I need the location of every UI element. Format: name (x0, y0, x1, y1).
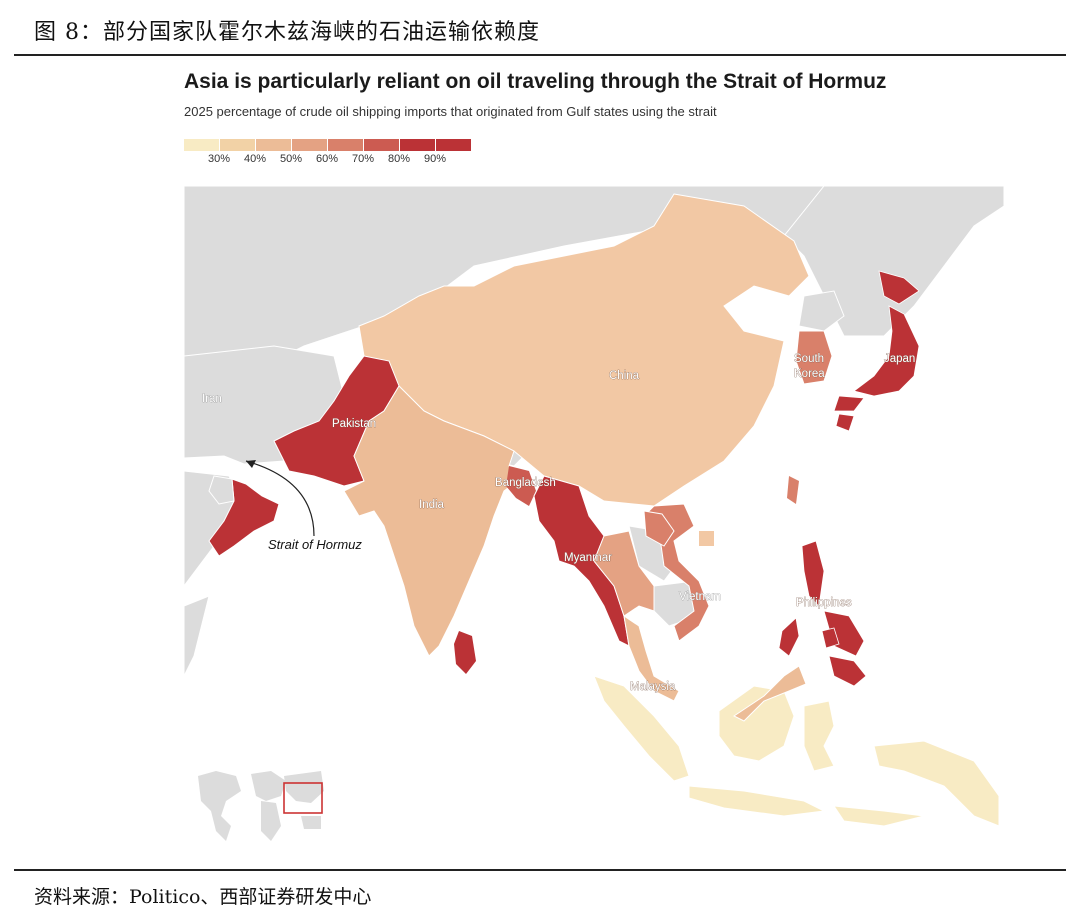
world-inset (198, 771, 324, 841)
philippines-region (778, 540, 867, 687)
myanmar-region (533, 475, 630, 647)
legend-swatches (184, 139, 472, 151)
legend-label-80: 80% (388, 153, 411, 165)
legend-swatch-2 (220, 139, 255, 151)
legend-label-30: 30% (208, 153, 231, 165)
oman-region (208, 478, 280, 557)
strait-arrow (245, 460, 315, 537)
map-subtitle: 2025 percentage of crude oil shipping im… (184, 104, 717, 119)
label-japan: Japan (884, 353, 915, 365)
figure-caption: 图 8：部分国家队霍尔木兹海峡的石油运输依赖度 (34, 20, 540, 45)
india-region (343, 385, 525, 657)
label-philippines: Philippines (796, 597, 852, 609)
legend-swatch-4 (292, 139, 327, 151)
japan-region (833, 270, 920, 432)
legend-swatch-5 (328, 139, 363, 151)
label-south-korea-2: Korea (794, 368, 825, 380)
label-malaysia: Malaysia (630, 681, 676, 693)
indonesia-region (593, 675, 1000, 827)
map-title: Asia is particularly reliant on oil trav… (184, 70, 887, 93)
legend-swatch-7 (400, 139, 435, 151)
strait-arrowhead (246, 460, 256, 468)
sri-lanka-region (454, 631, 476, 674)
label-south-korea-1: South (794, 353, 824, 365)
legend-swatch-1 (184, 139, 219, 151)
label-myanmar: Myanmar (564, 552, 612, 564)
legend-label-90: 90% (424, 153, 447, 165)
inset-highlight-box (283, 782, 323, 814)
label-iran: Iran (202, 393, 222, 405)
south-korea-region (795, 330, 833, 385)
label-bangladesh: Bangladesh (495, 477, 556, 489)
malaysia-borneo-region (733, 665, 807, 722)
north-korea-land (798, 290, 845, 332)
malay-peninsula-region (623, 614, 680, 702)
legend-label-40: 40% (244, 153, 267, 165)
thailand-region (593, 530, 655, 617)
hainan-region (699, 531, 714, 546)
label-strait-of-hormuz: Strait of Hormuz (268, 537, 362, 552)
legend-label-70: 70% (352, 153, 375, 165)
asia-map: Iran Pakistan India China Bangladesh Mya… (184, 186, 1004, 841)
legend-swatch-8 (436, 139, 471, 151)
legend-swatch-3 (256, 139, 291, 151)
label-pakistan: Pakistan (332, 418, 376, 430)
legend: 30% 40% 50% 60% 70% 80% 90% (184, 139, 472, 167)
source-note: 资料来源：Politico、西部证券研发中心 (34, 886, 372, 908)
legend-label-50: 50% (280, 153, 303, 165)
taiwan-region (787, 476, 799, 504)
legend-swatch-6 (364, 139, 399, 151)
laos-region (643, 510, 675, 547)
bottom-rule (14, 869, 1066, 871)
label-china: China (609, 370, 640, 382)
label-vietnam: Vietnam (679, 591, 721, 603)
legend-label-60: 60% (316, 153, 339, 165)
uae-region (208, 475, 235, 505)
top-rule (14, 54, 1066, 56)
legend-labels: 30% 40% 50% 60% 70% 80% 90% (184, 151, 472, 167)
bangladesh-region (506, 466, 536, 506)
label-india: India (419, 499, 445, 511)
africa-land (184, 595, 210, 677)
